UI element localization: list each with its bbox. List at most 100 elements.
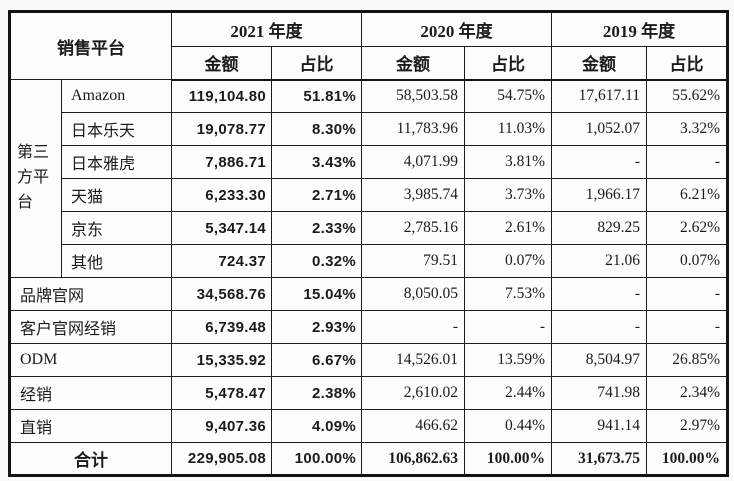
cell-yahoo-japan-2020-ratio: 3.81% [464,145,552,179]
cell-jd-2019-amount: 829.25 [551,211,647,245]
sales-platform-table: 销售平台 2021 年度 2020 年度 2019 年度 金额 占比 金额 占比… [8,10,729,477]
cell-rakuten-japan-2020-ratio: 11.03% [464,112,552,146]
row-label-other: 其他 [61,244,172,278]
cell-distribution-2021-ratio: 2.38% [271,376,362,410]
header-year-2020: 2020 年度 [361,11,552,47]
cell-tmall-2019-amount: 1,966.17 [551,178,647,212]
row-label-amazon: Amazon [61,79,172,113]
cell-brand-site-2019-ratio: - [646,277,728,311]
cell-other-2020-amount: 79.51 [361,244,465,278]
row-label-jd: 京东 [61,211,172,245]
cell-odm-2019-ratio: 26.85% [646,343,728,377]
cell-other-2020-ratio: 0.07% [464,244,552,278]
table-row-client-site-distr: 客户官网经销 6,739.48 2.93% - - - - [9,310,728,344]
cell-yahoo-japan-2021-ratio: 3.43% [271,145,362,179]
row-label-direct-sales: 直销 [9,409,172,443]
cell-odm-2020-amount: 14,526.01 [361,343,465,377]
table-row-direct-sales: 直销 9,407.36 4.09% 466.62 0.44% 941.14 2.97% [9,409,728,443]
row-label-yahoo-japan: 日本雅虎 [61,145,172,179]
cell-direct-sales-2021-amount: 9,407.36 [171,409,272,443]
cell-rakuten-japan-2021-ratio: 8.30% [271,112,362,146]
cell-client-site-distr-2021-ratio: 2.93% [271,310,362,344]
cell-total-2020-ratio: 100.00% [464,442,552,476]
cell-rakuten-japan-2019-ratio: 3.32% [646,112,728,146]
row-label-client-site-distr: 客户官网经销 [9,310,172,344]
cell-odm-2021-amount: 15,335.92 [171,343,272,377]
cell-tmall-2019-ratio: 6.21% [646,178,728,212]
header-2019-amount: 金额 [551,46,647,81]
cell-amazon-2019-amount: 17,617.11 [551,79,647,113]
cell-yahoo-japan-2019-amount: - [551,145,647,179]
cell-jd-2020-ratio: 2.61% [464,211,552,245]
cell-brand-site-2021-amount: 34,568.76 [171,277,272,311]
cell-jd-2021-ratio: 2.33% [271,211,362,245]
cell-yahoo-japan-2021-amount: 7,886.71 [171,145,272,179]
cell-client-site-distr-2019-amount: - [551,310,647,344]
cell-amazon-2019-ratio: 55.62% [646,79,728,113]
cell-distribution-2020-amount: 2,610.02 [361,376,465,410]
header-2021-amount: 金额 [171,46,272,81]
header-row-years: 销售平台 2021 年度 2020 年度 2019 年度 [9,11,728,80]
cell-jd-2020-amount: 2,785.16 [361,211,465,245]
cell-brand-site-2020-amount: 8,050.05 [361,277,465,311]
header-year-2019: 2019 年度 [551,11,728,47]
cell-yahoo-japan-2019-ratio: - [646,145,728,179]
cell-distribution-2020-ratio: 2.44% [464,376,552,410]
cell-tmall-2021-amount: 6,233.30 [171,178,272,212]
cell-brand-site-2021-ratio: 15.04% [271,277,362,311]
header-2021-ratio: 占比 [271,46,362,81]
table-header: 销售平台 2021 年度 2020 年度 2019 年度 金额 占比 金额 占比… [9,11,728,81]
cell-direct-sales-2019-amount: 941.14 [551,409,647,443]
table-row-odm: ODM 15,335.92 6.67% 14,526.01 13.59% 8,504.97… [9,343,728,377]
cell-direct-sales-2021-ratio: 4.09% [271,409,362,443]
cell-total-2019-ratio: 100.00% [646,442,728,476]
cell-jd-2021-amount: 5,347.14 [171,211,272,245]
table-row-amazon: 第三方平台 Amazon 119,104.80 51.81% 58,503.58 54.7… [9,79,728,278]
cell-total-2021-amount: 229,905.08 [171,442,272,476]
cell-tmall-2021-ratio: 2.71% [271,178,362,212]
cell-brand-site-2020-ratio: 7.53% [464,277,552,311]
cell-odm-2021-ratio: 6.67% [271,343,362,377]
header-2020-amount: 金额 [361,46,465,81]
cell-rakuten-japan-2020-amount: 11,783.96 [361,112,465,146]
cell-brand-site-2019-amount: - [551,277,647,311]
cell-client-site-distr-2020-ratio: - [464,310,552,344]
cell-direct-sales-2020-amount: 466.62 [361,409,465,443]
cell-amazon-2021-amount: 119,104.80 [171,79,272,113]
cell-amazon-2021-ratio: 51.81% [271,79,362,113]
table-body: 第三方平台 Amazon 119,104.80 51.81% 58,503.58 54.7… [9,79,728,476]
row-label-odm: ODM [9,343,172,377]
cell-rakuten-japan-2021-amount: 19,078.77 [171,112,272,146]
row-label-brand-site: 品牌官网 [9,277,172,311]
cell-other-2019-ratio: 0.07% [646,244,728,278]
cell-yahoo-japan-2020-amount: 4,071.99 [361,145,465,179]
cell-amazon-2020-ratio: 54.75% [464,79,552,113]
table-row-rakuten-japan: 日本乐天 19,078.77 8.30% 11,783.96 11.03% 1,052.0… [10,112,728,146]
cell-other-2021-ratio: 0.32% [271,244,362,278]
table-row-other: 其他 724.37 0.32% 79.51 0.07% 21.06 0.07% [10,244,728,278]
header-year-2021: 2021 年度 [171,11,362,47]
group-label-third-party: 第三方平台 [9,79,62,278]
table-row-total: 合计 229,905.08 100.00% 106,862.63 100.00% 31,6… [9,442,728,476]
header-2019-ratio: 占比 [646,46,728,81]
table-row-brand-site: 品牌官网 34,568.76 15.04% 8,050.05 7.53% - - [9,277,728,311]
table-row-yahoo-japan: 日本雅虎 7,886.71 3.43% 4,071.99 3.81% - - [10,145,728,179]
cell-other-2019-amount: 21.06 [551,244,647,278]
cell-direct-sales-2019-ratio: 2.97% [646,409,728,443]
cell-distribution-2021-amount: 5,478.47 [171,376,272,410]
row-label-rakuten-japan: 日本乐天 [61,112,172,146]
header-row-sub: 金额 占比 金额 占比 金额 占比 [10,46,728,81]
row-label-total: 合计 [9,442,172,476]
table-row-distribution: 经销 5,478.47 2.38% 2,610.02 2.44% 741.98 2.34% [9,376,728,410]
cell-total-2020-amount: 106,862.63 [361,442,465,476]
cell-distribution-2019-ratio: 2.34% [646,376,728,410]
cell-odm-2019-amount: 8,504.97 [551,343,647,377]
cell-client-site-distr-2020-amount: - [361,310,465,344]
cell-tmall-2020-amount: 3,985.74 [361,178,465,212]
header-sales-platform: 销售平台 [9,11,172,80]
cell-total-2019-amount: 31,673.75 [551,442,647,476]
cell-client-site-distr-2019-ratio: - [646,310,728,344]
cell-total-2021-ratio: 100.00% [271,442,362,476]
cell-amazon-2020-amount: 58,503.58 [361,79,465,113]
cell-rakuten-japan-2019-amount: 1,052.07 [551,112,647,146]
